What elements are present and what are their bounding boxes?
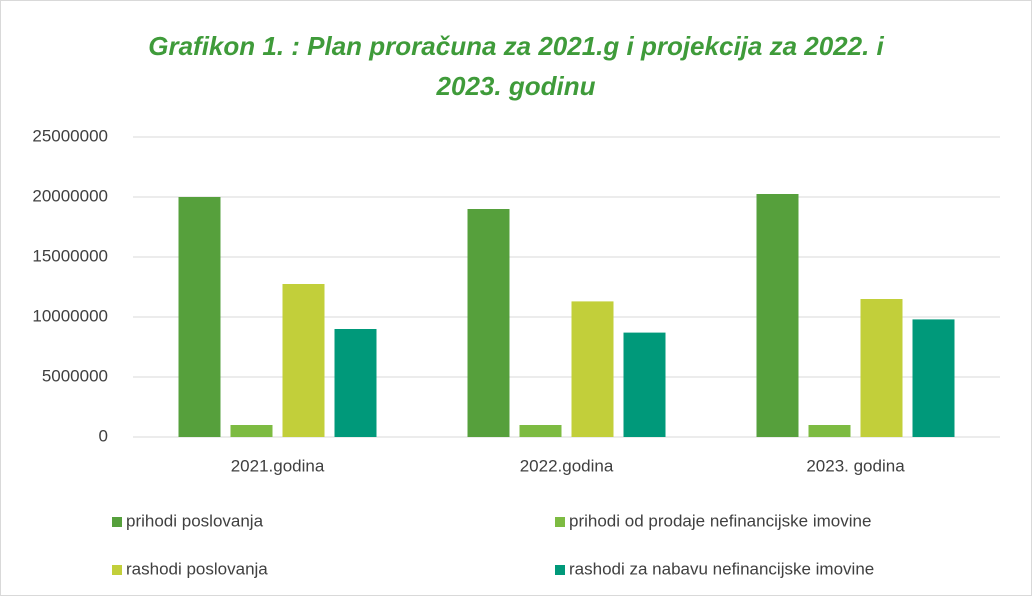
- legend-swatch: [555, 517, 565, 527]
- chart-title: Grafikon 1. : Plan proračuna za 2021.g i…: [148, 31, 884, 61]
- x-tick-label: 2022.godina: [520, 456, 614, 475]
- x-tick-label: 2021.godina: [231, 456, 325, 475]
- bar: [178, 197, 221, 437]
- x-tick-label: 2023. godina: [806, 456, 905, 475]
- y-tick-label: 0: [99, 426, 108, 445]
- bar: [756, 194, 799, 437]
- y-tick-label: 10000000: [32, 306, 108, 325]
- bar: [860, 299, 903, 437]
- bar: [912, 319, 955, 437]
- legend-label: rashodi za nabavu nefinancijske imovine: [569, 559, 874, 578]
- y-tick-label: 15000000: [32, 246, 108, 265]
- bar: [467, 209, 510, 437]
- bar: [230, 425, 273, 437]
- y-tick-label: 20000000: [32, 186, 108, 205]
- legend-swatch: [555, 565, 565, 575]
- legend-swatch: [112, 517, 122, 527]
- y-tick-label: 25000000: [32, 126, 108, 145]
- chart-title: 2023. godinu: [436, 71, 596, 101]
- y-tick-label: 5000000: [42, 366, 108, 385]
- legend-swatch: [112, 565, 122, 575]
- legend-label: prihodi od prodaje nefinancijske imovine: [569, 511, 871, 530]
- bar: [808, 425, 851, 437]
- bar: [623, 332, 666, 437]
- bar: [519, 425, 562, 437]
- bar: [282, 284, 325, 437]
- bar: [571, 301, 614, 437]
- legend-label: prihodi poslovanja: [126, 511, 264, 530]
- bar: [334, 329, 377, 437]
- legend-label: rashodi poslovanja: [126, 559, 268, 578]
